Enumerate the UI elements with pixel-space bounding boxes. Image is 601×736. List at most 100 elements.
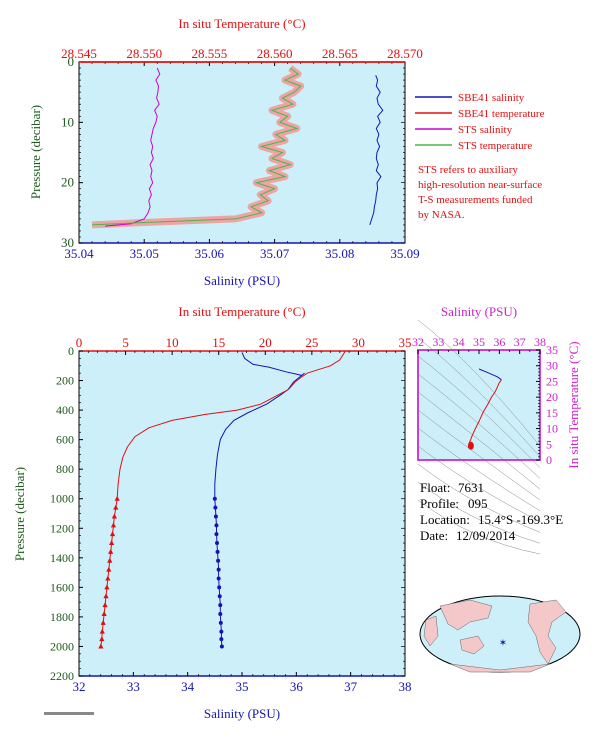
top-panel-sal-tick-label: 35.07 xyxy=(260,246,290,261)
salinity-marker xyxy=(217,594,222,599)
map-land-australia xyxy=(459,635,485,655)
bottom-panel-sal-tick-label: 33 xyxy=(127,679,140,694)
sts-note: STS refers to auxiliary high-resolution n… xyxy=(418,164,542,221)
world-map: ✶ xyxy=(419,595,581,673)
profile-value: 095 xyxy=(468,496,488,511)
sts-temperature-line xyxy=(91,67,302,226)
density-contour xyxy=(417,391,541,490)
profile-label: Profile: xyxy=(420,496,459,511)
bottom-plot-area xyxy=(78,350,406,677)
bottom-panel-temp-tick-label: 25 xyxy=(305,335,318,350)
top-panel-sal-tick-label: 35.06 xyxy=(195,246,225,261)
top-panel-temp-tick-label: 28.545 xyxy=(61,46,97,61)
salinity-marker xyxy=(216,558,221,563)
temperature-marker xyxy=(107,557,113,563)
top-panel-pressure-tick-label: 10 xyxy=(61,114,74,129)
temperature-marker xyxy=(106,566,112,572)
bottom-panel-pressure-tick-label: 1000 xyxy=(50,492,74,506)
bottom-panel-pressure-tick-label: 2000 xyxy=(50,639,74,653)
salinity-marker xyxy=(214,523,219,528)
ts-temp-tick-label: 0 xyxy=(546,453,552,467)
ts-deep-cluster xyxy=(467,441,474,450)
bottom-panel-sal-tick-label: 38 xyxy=(399,679,412,694)
top-panel-temp-tick-label: 28.550 xyxy=(126,46,162,61)
top-panel-sal-tick-label: 35.09 xyxy=(390,246,419,261)
top-panel: 28.545 28.550 28.555 28.560 28.565 28.570 35.0… xyxy=(28,16,423,288)
temperature-marker xyxy=(110,522,117,528)
salinity-marker xyxy=(215,549,220,554)
top-panel-temp-tick-label: 28.565 xyxy=(322,46,358,61)
density-contour xyxy=(417,499,541,555)
ts-sal-tick-label: 34 xyxy=(453,335,465,349)
salinity-marker xyxy=(214,532,219,537)
density-contour xyxy=(417,445,541,522)
temperature-marker xyxy=(108,548,114,554)
bottom-panel-temp-tick-label: 0 xyxy=(76,335,83,350)
temperature-marker xyxy=(105,575,111,581)
map-land-asia xyxy=(439,599,493,631)
bottom-panel-pressure-tick-label: 600 xyxy=(56,433,74,447)
ts-temp-tick-label: 35 xyxy=(546,343,558,357)
ts-panel-right-axis-label: In situ Temperature (°C) xyxy=(566,341,581,468)
note-line: STS refers to auxiliary xyxy=(418,164,518,176)
salinity-marker xyxy=(213,505,218,510)
location-label: Location: xyxy=(420,512,470,527)
top-panel-temp-tick-label: 28.570 xyxy=(387,46,423,61)
salinity-marker xyxy=(213,514,218,519)
density-contour xyxy=(417,337,541,457)
bottom-panel-temp-tick-label: 10 xyxy=(166,335,179,350)
ts-temp-tick-label: 25 xyxy=(546,374,558,388)
map-land-antarctica xyxy=(449,663,551,673)
ts-sal-tick-label: 32 xyxy=(412,335,424,349)
ts-sal-tick-label: 37 xyxy=(514,335,526,349)
ts-sal-tick-label: 35 xyxy=(473,335,485,349)
bottom-panel-pressure-tick-label: 1400 xyxy=(50,551,74,565)
ts-sal-tick-label: 36 xyxy=(493,335,505,349)
salinity-marker xyxy=(212,496,217,501)
float-value: 7631 xyxy=(458,480,484,495)
bottom-panel-pressure-tick-label: 0 xyxy=(68,344,74,358)
top-plot-area xyxy=(78,61,406,244)
sbe41-salinity-line xyxy=(369,75,384,226)
ts-curve xyxy=(478,368,502,381)
bottom-panel-pressure-tick-label: 400 xyxy=(56,403,74,417)
bottom-panel-temp-tick-label: 5 xyxy=(122,335,129,350)
temperature-profile-line xyxy=(116,350,346,499)
bottom-panel-bottom-axis-label: Salinity (PSU) xyxy=(204,706,280,721)
top-panel-legend: SBE41 salinity SBE41 temperature STS salin… xyxy=(415,92,545,152)
temperature-marker xyxy=(100,619,106,625)
top-panel-top-axis-label: In situ Temperature (°C) xyxy=(178,16,305,31)
ts-panel-top-axis-label: Salinity (PSU) xyxy=(441,304,517,319)
temperature-marker xyxy=(101,610,107,616)
bottom-panel-pressure-tick-label: 1800 xyxy=(50,610,74,624)
temperature-marker xyxy=(99,636,105,642)
bottom-panel-pressure-tick-label: 1600 xyxy=(50,580,74,594)
density-contour xyxy=(417,427,541,512)
temperature-marker xyxy=(109,531,116,537)
ts-plot-area xyxy=(417,349,541,461)
temperature-marker xyxy=(98,643,104,649)
top-panel-temp-tick-label: 28.555 xyxy=(192,46,228,61)
bottom-panel-pressure-tick-label: 1200 xyxy=(50,521,74,535)
note-line: T-S measurements funded xyxy=(418,194,533,206)
bottom-panel-sal-tick-label: 34 xyxy=(181,679,195,694)
legend-label: STS salinity xyxy=(458,124,513,136)
ts-temp-tick-label: 10 xyxy=(546,422,558,436)
temperature-marker xyxy=(99,628,105,634)
legend-label: SBE41 salinity xyxy=(458,92,525,104)
bottom-panel-pressure-tick-label: 200 xyxy=(56,374,74,388)
ts-temp-tick-label: 20 xyxy=(546,390,558,404)
legend-label: STS temperature xyxy=(458,140,532,152)
top-panel-pressure-tick-label: 20 xyxy=(61,175,74,190)
ts-sal-tick-label: 33 xyxy=(432,335,444,349)
legend-label: SBE41 temperature xyxy=(458,108,545,120)
bottom-panel-temp-tick-label: 20 xyxy=(259,335,272,350)
salinity-marker xyxy=(219,644,224,649)
temperature-marker xyxy=(109,540,115,546)
map-land-africa xyxy=(423,615,439,647)
temperature-marker xyxy=(104,584,110,590)
ts-temp-tick-label: 5 xyxy=(546,437,552,451)
salinity-marker xyxy=(219,629,224,634)
bottom-panel-sal-tick-label: 36 xyxy=(290,679,304,694)
